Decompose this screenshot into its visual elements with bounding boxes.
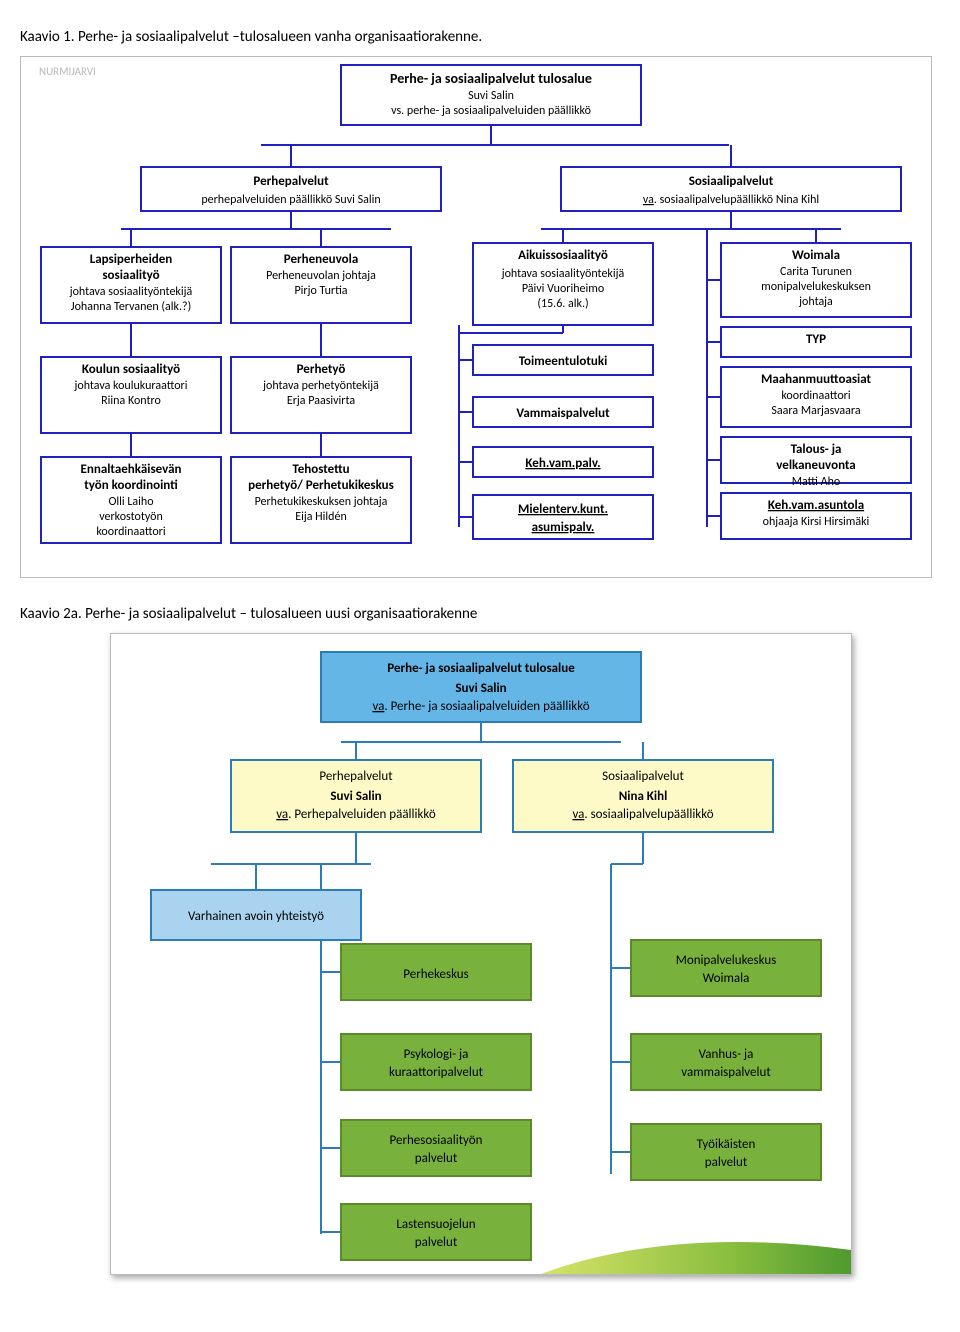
svg-text:Pirjo Turtia: Pirjo Turtia: [294, 284, 347, 298]
green-box: [341, 1034, 531, 1090]
svg-text:va. Perhepalveluiden päällikkö: va. Perhepalveluiden päällikkö: [276, 807, 436, 822]
svg-text:Lapsiperheiden: Lapsiperheiden: [90, 252, 173, 267]
svg-text:perhepalveluiden päällikkö Suv: perhepalveluiden päällikkö Suvi Salin: [201, 193, 380, 207]
svg-text:Psykologi- ja: Psykologi- ja: [404, 1047, 469, 1062]
svg-text:johtaja: johtaja: [798, 295, 833, 309]
svg-text:Vanhus- ja: Vanhus- ja: [699, 1047, 754, 1062]
svg-text:palvelut: palvelut: [705, 1155, 748, 1170]
svg-text:Työikäisten: Työikäisten: [697, 1137, 756, 1152]
green-box-r: [631, 1124, 821, 1180]
svg-text:ohjaaja Kirsi Hirsimäki: ohjaaja Kirsi Hirsimäki: [763, 515, 870, 529]
svg-text:vs. perhe- ja sosiaalipalvelui: vs. perhe- ja sosiaalipalveluiden päälli…: [391, 104, 591, 118]
svg-text:Maahanmuuttoasiat: Maahanmuuttoasiat: [761, 372, 872, 387]
svg-text:Perhesosiaalityön: Perhesosiaalityön: [390, 1133, 483, 1148]
svg-text:Perheneuvolan johtaja: Perheneuvolan johtaja: [266, 269, 376, 283]
svg-text:Sosiaalipalvelut: Sosiaalipalvelut: [602, 769, 684, 784]
svg-text:Suvi Salin: Suvi Salin: [455, 681, 506, 696]
org-chart-2: Perhe- ja sosiaalipalvelut tulosalue Suvi…: [110, 633, 852, 1275]
caption-2: Kaavio 2a. Perhe- ja sosiaalipalvelut – …: [20, 605, 940, 623]
svg-text:Monipalvelukeskus: Monipalvelukeskus: [676, 953, 777, 968]
svg-text:Perhe- ja sosiaalipalvelut tul: Perhe- ja sosiaalipalvelut tulosalue: [387, 661, 575, 676]
svg-text:Keh.vam.palv.: Keh.vam.palv.: [525, 456, 600, 471]
svg-text:Vammaispalvelut: Vammaispalvelut: [516, 406, 610, 421]
svg-text:TYP: TYP: [806, 332, 826, 347]
svg-text:Woimala: Woimala: [703, 971, 750, 986]
svg-text:Perheneuvola: Perheneuvola: [284, 252, 359, 267]
svg-text:koordinaattori: koordinaattori: [781, 389, 850, 403]
svg-text:Johanna Tervanen (alk.?): Johanna Tervanen (alk.?): [71, 300, 191, 314]
svg-text:Keh.vam.asuntola: Keh.vam.asuntola: [768, 498, 864, 513]
svg-text:palvelut: palvelut: [415, 1151, 458, 1166]
svg-text:kuraattoripalvelut: kuraattoripalvelut: [389, 1065, 484, 1080]
svg-text:Perhetyö: Perhetyö: [297, 362, 346, 377]
svg-text:Talous- ja: Talous- ja: [791, 442, 842, 457]
svg-text:työn koordinointi: työn koordinointi: [84, 478, 178, 493]
svg-text:Koulun sosiaalityö: Koulun sosiaalityö: [82, 362, 180, 377]
green-box: [341, 1204, 531, 1260]
svg-text:Perhepalvelut: Perhepalvelut: [319, 769, 393, 784]
green-box-r: [631, 1034, 821, 1090]
svg-text:johtava koulukuraattori: johtava koulukuraattori: [74, 379, 188, 393]
svg-text:Sosiaalipalvelut: Sosiaalipalvelut: [689, 174, 774, 189]
svg-text:Ennaltaehkäisevän: Ennaltaehkäisevän: [81, 462, 182, 477]
svg-text:palvelut: palvelut: [415, 1235, 458, 1250]
svg-text:Carita Turunen: Carita Turunen: [780, 265, 852, 279]
green-box-r: [631, 940, 821, 996]
svg-text:Suvi Salin: Suvi Salin: [468, 89, 514, 103]
svg-text:Toimeentulotuki: Toimeentulotuki: [519, 354, 608, 369]
watermark-text: NURMIJARVI: [39, 65, 96, 78]
svg-text:vammaispalvelut: vammaispalvelut: [681, 1065, 771, 1080]
svg-text:Olli Laiho: Olli Laiho: [108, 495, 153, 509]
svg-text:Aikuissosiaalityö: Aikuissosiaalityö: [518, 248, 608, 263]
svg-text:Matti Aho: Matti Aho: [792, 475, 840, 489]
green-box: [341, 1120, 531, 1176]
svg-text:Riina Kontro: Riina Kontro: [101, 394, 161, 408]
svg-text:Suvi Salin: Suvi Salin: [330, 789, 381, 804]
svg-text:Tehostettu: Tehostettu: [292, 462, 349, 477]
svg-text:va. Perhe- ja sosiaalipalvelui: va. Perhe- ja sosiaalipalveluiden päälli…: [372, 699, 589, 714]
svg-text:Mielenterv.kunt.: Mielenterv.kunt.: [518, 502, 608, 517]
svg-text:velkaneuvonta: velkaneuvonta: [776, 458, 855, 473]
decorative-swoosh: [541, 1242, 851, 1274]
svg-text:Perhe- ja sosiaalipalvelut tul: Perhe- ja sosiaalipalvelut tulosalue: [390, 70, 592, 87]
svg-text:perhetyö/ Perhetukikeskus: perhetyö/ Perhetukikeskus: [248, 478, 394, 493]
svg-text:asumispalv.: asumispalv.: [532, 520, 595, 535]
svg-text:Eija Hildén: Eija Hildén: [295, 510, 347, 524]
org-chart-1: NURMIJARVI Perhe- ja sosiaalipalvelut tul…: [20, 56, 932, 578]
svg-text:Saara Marjasvaara: Saara Marjasvaara: [771, 404, 860, 418]
svg-text:Perhepalvelut: Perhepalvelut: [253, 174, 329, 189]
svg-text:va. sosiaalipalvelupäällikkö: va. sosiaalipalvelupäällikkö: [572, 807, 713, 822]
svg-text:Erja Paasivirta: Erja Paasivirta: [287, 394, 355, 408]
svg-text:va. sosiaalipalvelupäällikkö N: va. sosiaalipalvelupäällikkö Nina Kihl: [643, 193, 819, 207]
svg-text:koordinaattori: koordinaattori: [96, 525, 165, 539]
svg-text:Woimala: Woimala: [792, 248, 840, 263]
svg-text:Nina Kihl: Nina Kihl: [619, 789, 668, 804]
svg-text:johtava perhetyöntekijä: johtava perhetyöntekijä: [262, 379, 379, 393]
svg-text:sosiaalityö: sosiaalityö: [102, 268, 159, 283]
svg-text:(15.6. alk.): (15.6. alk.): [537, 297, 588, 311]
svg-text:Varhainen avoin yhteistyö: Varhainen avoin yhteistyö: [188, 909, 324, 924]
svg-text:Lastensuojelun: Lastensuojelun: [396, 1217, 475, 1232]
svg-text:verkostotyön: verkostotyön: [99, 510, 163, 524]
svg-text:johtava sosiaalityöntekijä: johtava sosiaalityöntekijä: [501, 267, 625, 281]
svg-text:monipalvelukeskuksen: monipalvelukeskuksen: [761, 280, 871, 294]
svg-text:Perhekeskus: Perhekeskus: [403, 967, 468, 982]
svg-text:Perhetukikeskuksen johtaja: Perhetukikeskuksen johtaja: [255, 495, 388, 509]
svg-text:Päivi Vuoriheimo: Päivi Vuoriheimo: [522, 282, 604, 296]
svg-text:johtava sosiaalityöntekijä: johtava sosiaalityöntekijä: [69, 285, 193, 299]
caption-1: Kaavio 1. Perhe- ja sosiaalipalvelut –tu…: [20, 28, 940, 46]
